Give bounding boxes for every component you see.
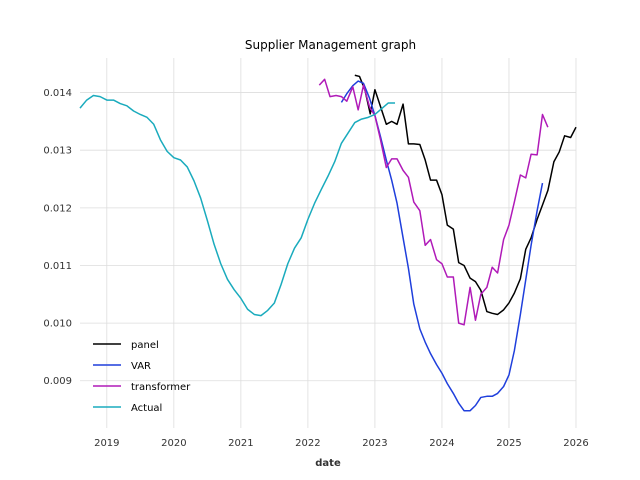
legend-label-var: VAR xyxy=(131,361,151,372)
series-line-transformer xyxy=(318,78,549,326)
chart-title: Supplier Management graph xyxy=(245,38,416,52)
x-tick-label: 2026 xyxy=(563,438,588,449)
legend-label-transformer: transformer xyxy=(131,382,191,393)
x-tick-label: 2025 xyxy=(496,438,521,449)
x-tick-label: 2021 xyxy=(228,438,253,449)
x-tick-label: 2023 xyxy=(362,438,387,449)
y-tick-label: 0.011 xyxy=(43,261,72,272)
series-line-actual xyxy=(79,94,396,317)
legend-label-actual: Actual xyxy=(131,403,162,414)
y-tick-label: 0.012 xyxy=(43,203,72,214)
x-axis-ticks: 2019 2020 2021 2022 2023 2024 2025 2026 xyxy=(94,438,589,449)
y-tick-label: 0.009 xyxy=(43,376,72,387)
legend: panel VAR transformer Actual xyxy=(93,340,191,414)
series-lines xyxy=(79,74,577,412)
x-tick-label: 2019 xyxy=(94,438,119,449)
y-axis-ticks: 0.009 0.010 0.011 0.012 0.013 0.014 xyxy=(43,88,72,387)
y-tick-label: 0.014 xyxy=(43,88,72,99)
grid-lines xyxy=(80,58,577,428)
series-line-panel xyxy=(354,74,577,316)
legend-label-panel: panel xyxy=(131,340,159,351)
x-tick-label: 2020 xyxy=(161,438,186,449)
x-tick-label: 2024 xyxy=(429,438,454,449)
x-axis-label: date xyxy=(315,458,341,469)
y-tick-label: 0.013 xyxy=(43,146,72,157)
x-tick-label: 2022 xyxy=(295,438,320,449)
y-tick-label: 0.010 xyxy=(43,319,72,330)
